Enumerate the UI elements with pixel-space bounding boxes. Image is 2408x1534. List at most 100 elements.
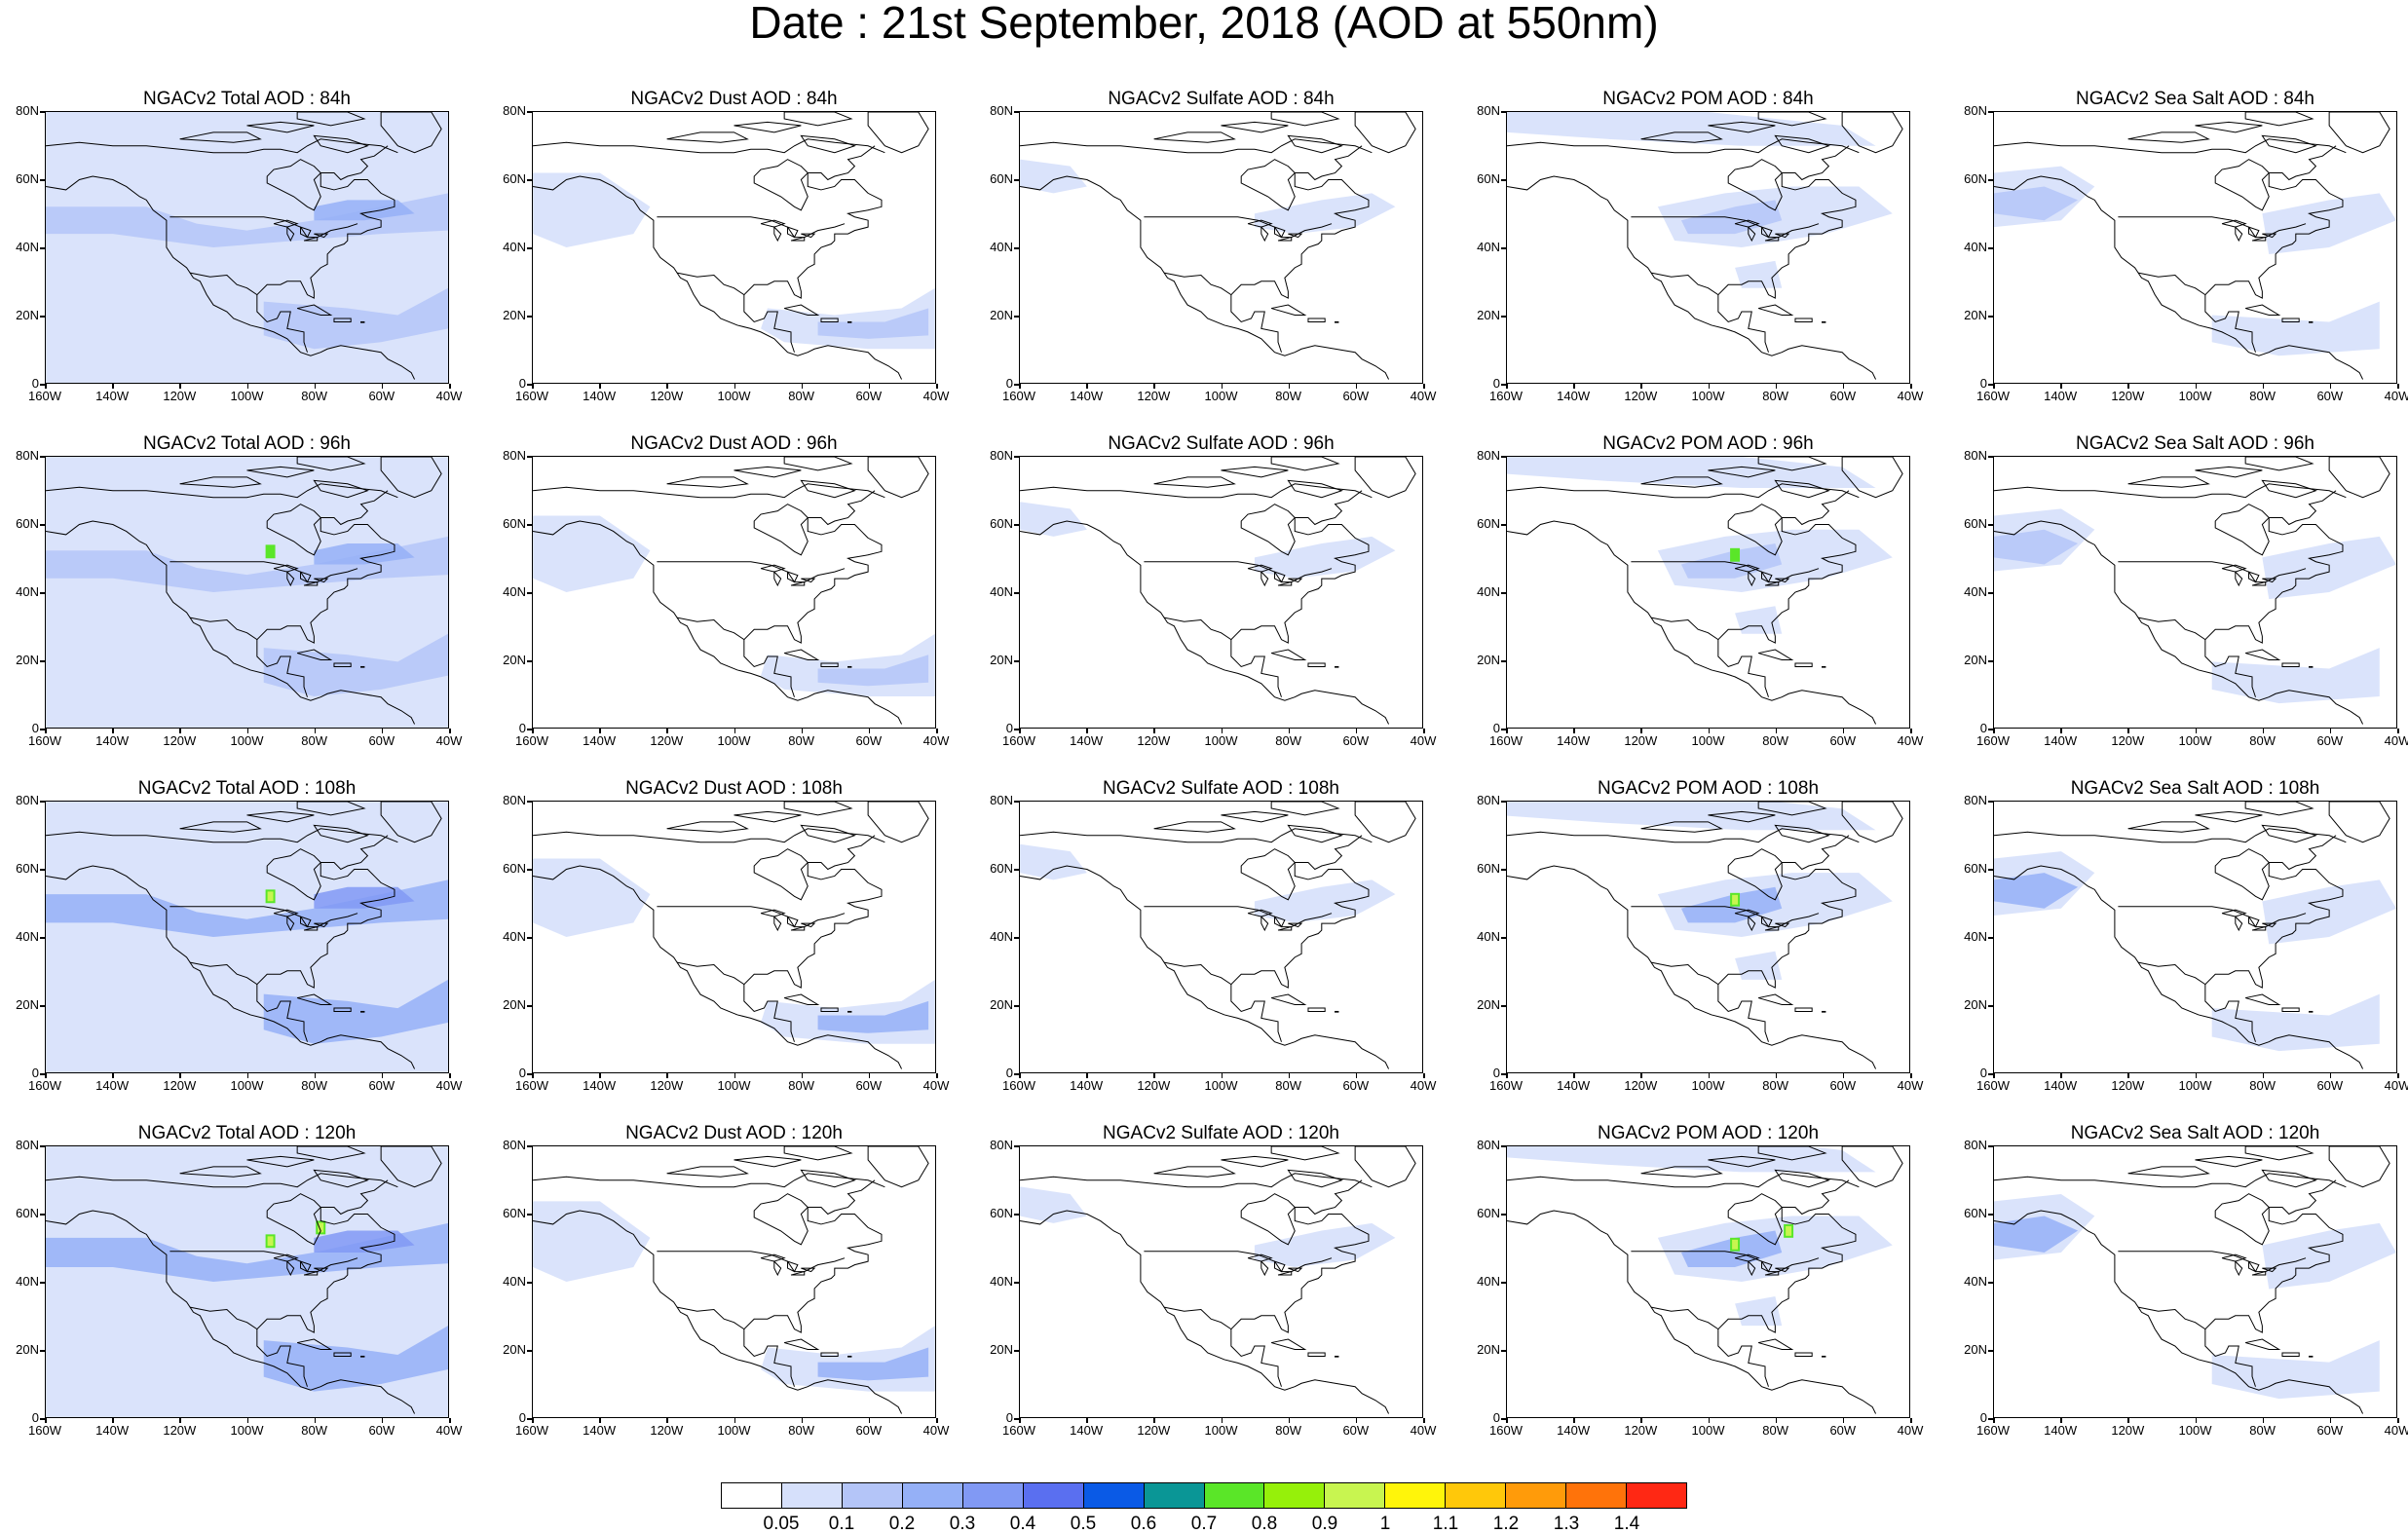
map-plot-area (1506, 111, 1910, 384)
lat-tick-mark (1501, 1350, 1506, 1352)
lake-outline (2235, 1259, 2243, 1277)
island-outline (1640, 131, 1723, 143)
lon-tick-label: 40W (2384, 1078, 2408, 1093)
lat-tick-label: 0 (1492, 721, 1500, 735)
colorbar-swatch (1627, 1483, 1686, 1508)
lat-tick-mark (1988, 1214, 1993, 1216)
lon-tick-label: 60W (1829, 389, 1857, 403)
lon-tick-mark (112, 384, 114, 389)
map-plot-area (1993, 1145, 2397, 1418)
lon-tick-label: 80W (2249, 1423, 2276, 1438)
island-outline (847, 665, 852, 668)
lon-tick-mark (1775, 1418, 1778, 1423)
lat-tick-label: 0 (31, 1410, 39, 1425)
island-outline (1354, 1146, 1416, 1188)
lon-tick-mark (2195, 384, 2197, 389)
lon-tick-label: 140W (583, 1423, 617, 1438)
lat-tick-label: 40N (1477, 1274, 1500, 1289)
island-outline (297, 993, 333, 1005)
lat-tick-mark (1501, 179, 1506, 181)
island-outline (380, 457, 442, 499)
lon-tick-mark (1355, 384, 1358, 389)
coastline (743, 1179, 883, 1387)
lake-outline (2221, 219, 2247, 228)
panel-title: NGACv2 Total AOD : 108h (137, 778, 357, 799)
coastline (1240, 504, 1296, 556)
lat-tick-mark (1501, 1005, 1506, 1007)
lon-tick-mark (1708, 1073, 1710, 1078)
aod-plume (263, 1326, 448, 1392)
lon-tick-mark (599, 1418, 601, 1423)
lon-tick-label: 40W (435, 389, 463, 403)
lat-tick-label: 80N (16, 448, 39, 463)
lon-tick-mark (666, 1418, 668, 1423)
lake-outline (1247, 219, 1273, 228)
lon-tick-label: 100W (230, 733, 264, 748)
coastline (1994, 1173, 2347, 1188)
lon-tick-label: 40W (435, 733, 463, 748)
coastline (1020, 138, 1373, 154)
lon-tick-label: 140W (1070, 389, 1104, 403)
lat-tick-label: 60N (1964, 171, 1987, 186)
lat-tick-label: 80N (990, 1138, 1013, 1152)
country-border (657, 561, 846, 583)
lon-tick-label: 60W (1829, 733, 1857, 748)
lat-tick-mark (1501, 801, 1506, 803)
lat-tick-mark (1014, 247, 1019, 249)
lat-tick-mark (1988, 937, 1993, 939)
lat-tick-mark (1501, 111, 1506, 113)
lon-tick-mark (868, 1418, 871, 1423)
colorbar-label: 0.3 (949, 1514, 976, 1534)
island-outline (2244, 112, 2314, 127)
lat-tick-label: 20N (16, 997, 39, 1012)
island-outline (2261, 134, 2317, 154)
coastline (46, 483, 398, 499)
lat-tick-label: 0 (1005, 1066, 1013, 1080)
aod-plume (1020, 843, 1087, 880)
lon-tick-mark (1019, 1073, 1021, 1078)
lon-tick-label: 100W (1691, 389, 1725, 403)
lat-tick-mark (1014, 456, 1019, 458)
lon-tick-label: 120W (163, 1078, 197, 1093)
lake-outline (760, 909, 786, 917)
lat-tick-label: 0 (31, 1066, 39, 1080)
lon-tick-label: 80W (301, 1423, 328, 1438)
colorbar-label: 0.4 (1009, 1514, 1036, 1534)
island-outline (296, 457, 366, 471)
coastline (1230, 1179, 1370, 1387)
lon-tick-mark (1288, 384, 1291, 389)
lake-outline (2221, 909, 2247, 917)
lon-tick-label: 160W (515, 1078, 548, 1093)
lon-tick-mark (1423, 729, 1425, 733)
coastline (1727, 159, 1783, 211)
lat-tick-label: 20N (503, 308, 526, 322)
lake-outline (1277, 925, 1293, 931)
lon-tick-label: 80W (2249, 389, 2276, 403)
lat-tick-mark (40, 247, 45, 249)
lon-tick-mark (2397, 729, 2399, 733)
lon-tick-label: 80W (2249, 733, 2276, 748)
lon-tick-mark (314, 729, 317, 733)
country-border (169, 561, 358, 583)
country-border (657, 906, 846, 928)
lat-tick-label: 80N (990, 448, 1013, 463)
lon-tick-mark (1506, 1418, 1508, 1423)
map-panel-seasalt-84h: NGACv2 Sea Salt AOD : 84h 80N 60N 40N 20N 0 16… (1948, 90, 2408, 421)
lon-tick-label: 100W (1204, 1423, 1238, 1438)
lat-tick-mark (40, 1418, 45, 1420)
aod-plume (263, 287, 448, 350)
lon-tick-label: 160W (1002, 389, 1035, 403)
island-outline (1758, 993, 1794, 1005)
lon-tick-mark (1573, 1073, 1575, 1078)
colorbar-swatch (722, 1483, 782, 1508)
coastline (1994, 1210, 2364, 1414)
lat-tick-label: 0 (518, 376, 526, 391)
island-outline (296, 112, 366, 127)
coastline (2214, 1193, 2270, 1246)
island-outline (1221, 810, 1289, 823)
aod-plume (533, 172, 651, 247)
coastline (1717, 145, 1857, 353)
island-outline (1271, 1338, 1307, 1350)
island-outline (1708, 810, 1776, 823)
lat-tick-mark (40, 1214, 45, 1216)
